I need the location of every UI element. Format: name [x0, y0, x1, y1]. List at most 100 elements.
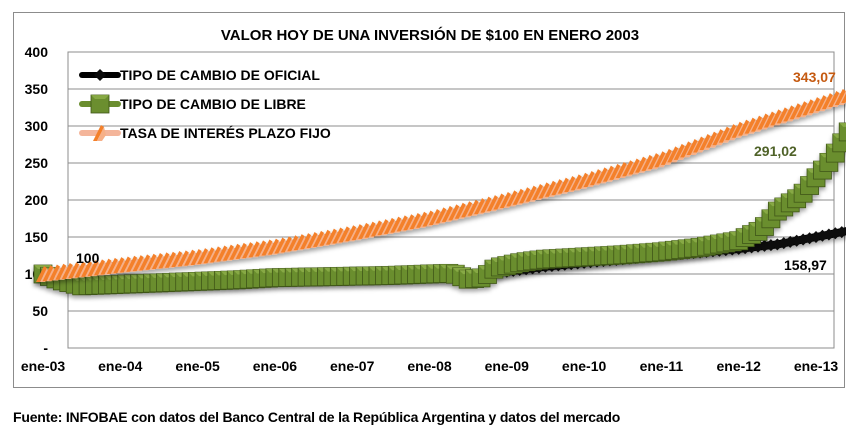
series-marker-triangle [660, 148, 672, 165]
series-marker-highlight [839, 122, 846, 127]
series-marker-triangle [87, 260, 99, 277]
series-marker-triangle [628, 158, 640, 175]
series-marker-triangle [106, 257, 118, 274]
series-marker-triangle [68, 262, 80, 279]
series-marker-triangle [390, 216, 402, 233]
series-marker-triangle [486, 195, 498, 212]
series-marker-triangle [435, 207, 447, 224]
y-tick-label: 50 [32, 303, 48, 319]
x-tick-label: ene-05 [175, 358, 220, 374]
data-label: 158,97 [784, 257, 827, 273]
series-marker-triangle [119, 256, 131, 273]
series-marker-triangle [796, 101, 808, 118]
x-tick-label: ene-10 [562, 358, 607, 374]
y-axis: -50100150200250300350400 [25, 44, 49, 356]
series-marker-triangle [519, 187, 531, 204]
series-marker-triangle [100, 258, 112, 275]
series-marker-triangle [74, 261, 86, 278]
series-marker-highlight [91, 95, 109, 99]
series-marker-triangle [184, 249, 196, 266]
series-marker-triangle [499, 192, 511, 208]
series-marker-triangle [770, 109, 782, 126]
series-marker-triangle [345, 225, 357, 242]
series-marker-triangle [789, 103, 801, 120]
series-tasa-de-inter-s-plazo-fijo [36, 88, 846, 282]
series-marker-triangle-edge [97, 127, 106, 141]
series-marker-triangle [351, 224, 363, 241]
data-label: 343,07 [793, 69, 836, 85]
series-marker-triangle [815, 95, 827, 112]
series-marker-triangle [821, 93, 833, 110]
series-marker-triangle [171, 251, 183, 268]
series-marker-triangle [667, 146, 679, 163]
data-labels: 100 343,07 291,02 158,97 [76, 69, 836, 273]
series-marker-triangle [731, 121, 743, 138]
series-marker-triangle [441, 205, 453, 222]
series-marker-triangle [248, 241, 260, 258]
series-marker-triangle [287, 235, 299, 252]
series-marker-triangle [602, 165, 614, 182]
x-tick-label: ene-12 [717, 358, 762, 374]
legend-item: TASA DE INTERÉS PLAZO FIJO [79, 125, 331, 141]
series-marker-triangle [467, 199, 479, 216]
series-marker-triangle [596, 167, 608, 184]
series-marker-triangle [622, 160, 634, 177]
series-marker-triangle [422, 210, 434, 227]
series-marker-triangle [274, 237, 286, 254]
series-marker-triangle [145, 253, 157, 270]
series-marker-triangle [306, 231, 318, 248]
legend-item: TIPO DE CAMBIO DE OFICIAL [79, 67, 320, 83]
series-marker-diamond [842, 227, 846, 235]
series-marker-triangle [197, 248, 209, 265]
series-marker-triangle [570, 174, 582, 191]
series-marker-triangle [525, 185, 537, 202]
series-marker-triangle [744, 117, 756, 134]
series-marker-triangle [686, 138, 698, 155]
legend-label: TIPO DE CAMBIO DE OFICIAL [120, 67, 320, 83]
series-marker-triangle [113, 257, 125, 274]
chart-area: VALOR HOY DE UNA INVERSIÓN DE $100 EN EN… [13, 12, 846, 388]
series-marker-triangle [776, 107, 788, 124]
x-tick-label: ene-03 [21, 358, 66, 374]
series-marker-triangle [190, 248, 202, 265]
series-marker-triangle [544, 180, 556, 197]
x-axis: ene-03 ene-04 ene-05 ene-06 ene-07 ene-08 ene-… [21, 358, 839, 374]
series-marker-triangle [493, 193, 505, 210]
series-marker-triangle [235, 242, 247, 259]
y-tick-label: 300 [25, 118, 49, 134]
series-marker-triangle [164, 251, 176, 268]
series-marker-triangle [834, 88, 846, 105]
series-marker-triangle [255, 240, 267, 257]
y-tick-label: 350 [25, 81, 49, 97]
series-marker-triangle [654, 151, 666, 168]
series-marker-triangle [673, 143, 685, 160]
series-marker-triangle [512, 188, 524, 205]
series-marker-triangle [725, 124, 737, 141]
series-marker-triangle [680, 141, 692, 158]
series-marker-triangle [738, 119, 750, 136]
series-marker-triangle [151, 253, 163, 270]
x-tick-label: ene-06 [253, 358, 298, 374]
series-marker-triangle [532, 183, 544, 200]
y-tick-label: 150 [25, 229, 49, 245]
series-marker-triangle [506, 190, 518, 207]
series-marker-triangle [319, 229, 331, 246]
series-marker-triangle [177, 250, 189, 267]
series-marker-triangle [364, 221, 376, 238]
series-marker-triangle [693, 136, 705, 153]
legend-item: TIPO DE CAMBIO DE LIBRE [79, 94, 306, 114]
series-marker-triangle [370, 220, 382, 237]
series-marker-triangle [763, 111, 775, 128]
series-marker-triangle [229, 243, 241, 260]
x-tick-label: ene-07 [330, 358, 375, 374]
series-marker-triangle [409, 212, 421, 229]
series-marker-diamond [94, 69, 106, 81]
line-chart: VALOR HOY DE UNA INVERSIÓN DE $100 EN EN… [21, 26, 846, 374]
series-marker-triangle [461, 201, 473, 218]
series-marker-triangle [828, 91, 840, 108]
series-marker-triangle [203, 247, 215, 264]
series-marker-triangle [647, 153, 659, 170]
series-marker-triangle [615, 162, 627, 179]
series-marker-triangle [93, 259, 105, 276]
series-marker-triangle [216, 245, 228, 262]
